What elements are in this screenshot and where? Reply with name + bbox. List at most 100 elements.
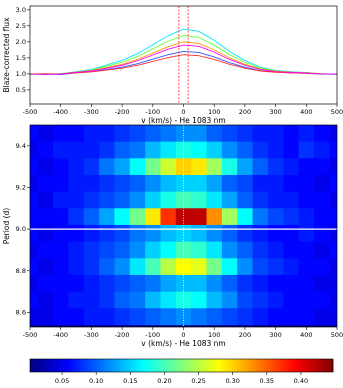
colorbar-tick-label: 0.10: [89, 377, 103, 385]
heatmap-cell: [221, 241, 238, 259]
colorbar-swatch: [274, 359, 278, 372]
heatmap-cell: [298, 258, 315, 276]
heatmap-cell: [313, 208, 330, 226]
heatmap-cell: [237, 141, 253, 159]
heatmap-cell: [68, 158, 85, 176]
heatmap-cell: [30, 191, 38, 209]
x-tick-label: -400: [53, 331, 68, 339]
heatmap-cell: [329, 241, 337, 259]
x-tick-label: 400: [300, 108, 312, 116]
heatmap-cell: [206, 241, 223, 259]
heatmap-cell: [83, 308, 100, 326]
y-tick-label: 8.8: [16, 267, 26, 275]
colorbar-swatch: [77, 359, 81, 372]
plot-area: [30, 6, 337, 104]
colorbar-swatch: [181, 359, 185, 372]
colorbar-swatch: [184, 359, 187, 372]
colorbar-swatch: [257, 359, 261, 372]
heatmap-cell: [99, 274, 115, 292]
heatmap-cell: [114, 141, 131, 159]
heatmap-cell: [30, 158, 38, 176]
heatmap-cell: [30, 258, 38, 276]
heatmap-cell: [30, 208, 38, 226]
colorbar-swatch: [287, 359, 291, 372]
colorbar-swatch: [302, 359, 306, 372]
colorbar-swatch: [105, 359, 109, 372]
heatmap-cell: [252, 274, 269, 292]
heatmap-cell: [237, 191, 253, 209]
colorbar-swatch: [110, 359, 114, 372]
heatmap-cell: [30, 241, 38, 259]
heatmap-cell: [68, 174, 85, 192]
heatmap-cell: [221, 308, 238, 326]
heatmap-cell: [37, 141, 54, 159]
heatmap-cell: [99, 208, 115, 226]
heatmap-cell: [129, 291, 146, 309]
heatmap-cell: [221, 274, 238, 292]
heatmap-cell: [30, 125, 38, 142]
heatmap-cell: [252, 125, 269, 142]
heatmap-cell: [191, 208, 207, 226]
heatmap-cell: [68, 224, 85, 242]
colorbar-swatch: [216, 359, 220, 372]
heatmap-cell: [68, 191, 85, 209]
heatmap-cell: [252, 308, 269, 326]
x-axis-label: v (km/s) - He 1083 nm: [141, 339, 225, 348]
heatmap-cell: [30, 174, 38, 192]
heatmap-cell: [298, 141, 315, 159]
heatmap-cell: [160, 208, 177, 226]
x-tick-label: -200: [115, 331, 130, 339]
heatmap-cell: [129, 141, 146, 159]
heatmap-cell: [129, 241, 146, 259]
colorbar-swatch: [70, 359, 74, 372]
heatmap-cell: [83, 258, 100, 276]
heatmap-cell: [145, 274, 161, 292]
colorbar-swatch: [125, 359, 129, 372]
spectrum-line: [30, 54, 337, 75]
heatmap-cell: [191, 274, 207, 292]
heatmap-cell: [114, 291, 131, 309]
heatmap-cell: [252, 158, 269, 176]
heatmap-cell: [160, 125, 177, 142]
heatmap-cell: [221, 141, 238, 159]
heatmap-cell: [37, 308, 54, 326]
heatmap-cell: [298, 191, 315, 209]
y-tick-label: 3.0: [16, 6, 26, 14]
colorbar-swatch: [330, 359, 334, 372]
heatmap-cell: [99, 241, 115, 259]
colorbar-swatch: [191, 359, 195, 372]
y-axis-label: Blaze-corrected flux: [2, 17, 11, 93]
x-tick-label: -500: [23, 108, 38, 116]
colorbar-swatch: [282, 359, 286, 372]
heatmap-cell: [191, 291, 207, 309]
heatmap-cell: [252, 224, 269, 242]
heatmap-cell: [237, 241, 253, 259]
heatmap-cell: [313, 258, 330, 276]
heatmap-cell: [267, 258, 284, 276]
heatmap-cell: [206, 158, 223, 176]
heatmap-cell: [68, 258, 85, 276]
heatmap-cell: [221, 258, 238, 276]
heatmap-cell: [329, 141, 337, 159]
heatmap-cell: [267, 274, 284, 292]
heatmap-cell: [114, 191, 131, 209]
colorbar-swatch: [40, 359, 44, 372]
colorbar-swatch: [32, 359, 36, 372]
colorbar-swatch: [131, 359, 134, 372]
heatmap-cell: [237, 174, 253, 192]
colorbar-swatch: [272, 359, 276, 372]
heatmap-cell: [30, 291, 38, 309]
colorbar-swatch: [138, 359, 142, 372]
heatmap-cell: [37, 274, 54, 292]
x-tick-label: -500: [23, 331, 38, 339]
heatmap-cell: [53, 141, 69, 159]
heatmap-cell: [267, 308, 284, 326]
colorbar-swatch: [252, 359, 256, 372]
colorbar-swatch: [62, 359, 66, 372]
heatmap-cell: [83, 291, 100, 309]
colorbar-swatch: [186, 359, 190, 372]
colorbar-swatch: [88, 359, 91, 372]
colorbar-swatch: [204, 359, 208, 372]
x-tick-label: 200: [239, 108, 251, 116]
colorbar-swatch: [262, 359, 266, 372]
